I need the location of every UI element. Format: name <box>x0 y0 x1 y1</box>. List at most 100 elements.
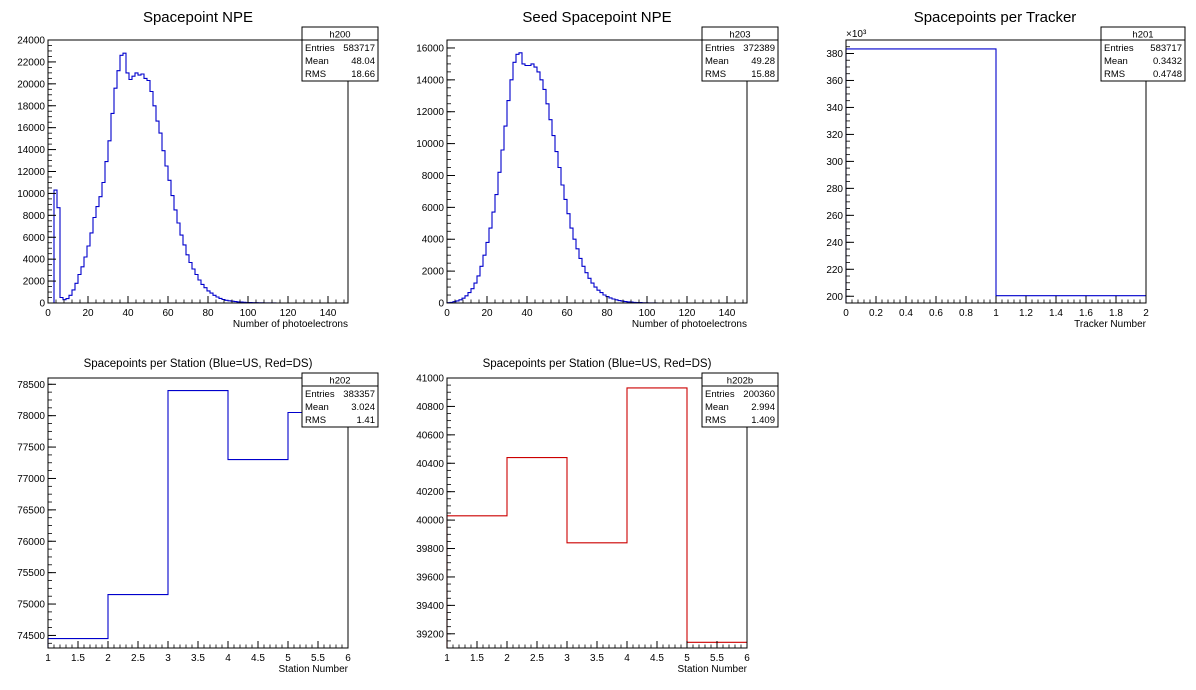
y-tick-label: 75500 <box>17 568 45 579</box>
stats-mean-value: 0.3432 <box>1153 56 1182 67</box>
x-tick-label: 0 <box>843 308 849 319</box>
histogram-line-h201 <box>845 48 1146 303</box>
stats-box: h201 Entries 583717 Mean 0.3432 RMS 0.4748 <box>1100 26 1186 82</box>
y-tick-label: 8000 <box>422 171 445 182</box>
y-tick-label: 0 <box>438 299 444 310</box>
y-axis: 200 220 240 260 280 300 320 340 360 380 <box>826 39 854 304</box>
y-tick-label: 40600 <box>416 430 444 441</box>
y-tick-label: 40400 <box>416 459 444 470</box>
x-tick-label: 4.5 <box>650 653 664 664</box>
y-axis: 0 2000 4000 6000 8000 10000 12000 14000 16000 180… <box>17 36 56 310</box>
x-tick-label: 5 <box>285 653 291 664</box>
y-tick-label: 24000 <box>17 36 45 47</box>
stats-entries-value: 372389 <box>743 43 775 54</box>
y-tick-label: 360 <box>826 76 843 87</box>
y-exponent-label: ×10³ <box>846 29 867 40</box>
x-tick-label: 5 <box>684 653 690 664</box>
y-tick-label: 320 <box>826 130 843 141</box>
y-tick-label: 76500 <box>17 505 45 516</box>
x-tick-label: 140 <box>320 308 337 319</box>
y-tick-label: 77000 <box>17 474 45 485</box>
stats-box-frame <box>1100 26 1186 82</box>
y-axis: 74500 75000 75500 76000 76500 77000 77500 78000… <box>17 380 56 644</box>
y-tick-label: 75000 <box>17 600 45 611</box>
histogram-line-h202b <box>446 387 747 648</box>
stats-box-frame <box>301 372 379 428</box>
x-axis: 0 20 40 60 80 100 120 140 <box>45 296 345 319</box>
stats-mean-label: Mean <box>705 56 729 67</box>
histogram-line-h203 <box>446 52 663 304</box>
stats-rms-label: RMS <box>1104 69 1125 80</box>
stats-mean-label: Mean <box>1104 56 1128 67</box>
y-tick-label: 2000 <box>422 267 445 278</box>
x-tick-label: 2 <box>1143 308 1149 319</box>
x-tick-label: 4 <box>225 653 231 664</box>
stats-entries-label: Entries <box>1104 43 1134 54</box>
y-tick-label: 18000 <box>17 101 45 112</box>
stats-rms-label: RMS <box>705 415 726 426</box>
x-tick-label: 0.6 <box>929 308 943 319</box>
x-tick-label: 2.5 <box>530 653 544 664</box>
x-tick-label: 60 <box>561 308 573 319</box>
stats-box-frame <box>701 372 779 428</box>
x-axis-label: Station Number <box>279 664 349 675</box>
x-axis: 1 1.5 2 2.5 3 3.5 4 4.5 5 5.5 6 <box>45 641 351 664</box>
y-tick-label: 39600 <box>416 572 444 583</box>
chart-title: Spacepoints per Station (Blue=US, Red=DS… <box>84 358 313 370</box>
x-axis-label: Tracker Number <box>1074 319 1147 330</box>
stats-rms-value: 18.66 <box>351 69 375 80</box>
x-tick-label: 140 <box>719 308 736 319</box>
x-tick-label: 1.4 <box>1049 308 1063 319</box>
x-axis: 1 1.5 2 2.5 3 3.5 4 4.5 5 5.5 6 <box>444 641 750 664</box>
stats-box-frame <box>701 26 779 82</box>
stats-mean-label: Mean <box>305 402 329 413</box>
stats-entries-value: 383357 <box>343 389 375 400</box>
stats-name: h200 <box>329 30 350 41</box>
y-tick-label: 340 <box>826 103 843 114</box>
histogram-line-h200 <box>53 52 277 304</box>
stats-mean-value: 2.994 <box>751 402 775 413</box>
chart-title: Spacepoints per Tracker <box>914 9 1077 26</box>
y-tick-label: 14000 <box>416 75 444 86</box>
y-tick-label: 240 <box>826 238 843 249</box>
stats-box: h202 Entries 383357 Mean 3.024 RMS 1.41 <box>301 372 379 428</box>
x-axis: 0 0.2 0.4 0.6 0.8 1 1.2 1.4 1.6 1.8 2 <box>843 296 1149 319</box>
chart-panel-h202b: Spacepoints per Station (Blue=US, Red=DS… <box>416 358 779 675</box>
y-axis: 39200 39400 39600 39800 40000 40200 40400 40600… <box>416 374 455 649</box>
stats-rms-label: RMS <box>305 415 326 426</box>
y-tick-label: 200 <box>826 292 843 303</box>
stats-mean-label: Mean <box>705 402 729 413</box>
x-tick-label: 4 <box>624 653 630 664</box>
x-tick-label: 20 <box>481 308 493 319</box>
stats-rms-value: 1.409 <box>751 415 775 426</box>
y-tick-label: 12000 <box>416 107 444 118</box>
x-tick-label: 1.5 <box>71 653 85 664</box>
y-axis: 0 2000 4000 6000 8000 10000 12000 14000 16000 <box>416 39 455 310</box>
stats-box: h200 Entries 583717 Mean 48.04 RMS 18.66 <box>301 26 379 82</box>
x-tick-label: 80 <box>601 308 613 319</box>
chart-panel-h202: Spacepoints per Station (Blue=US, Red=DS… <box>17 358 379 675</box>
stats-entries-value: 583717 <box>343 43 375 54</box>
stats-rms-value: 0.4748 <box>1153 69 1182 80</box>
x-tick-label: 40 <box>521 308 533 319</box>
x-tick-label: 60 <box>162 308 174 319</box>
plot-frame <box>446 39 748 304</box>
x-tick-label: 100 <box>639 308 656 319</box>
x-tick-label: 0.4 <box>899 308 913 319</box>
x-tick-label: 5.5 <box>311 653 325 664</box>
x-axis-label: Number of photoelectrons <box>632 319 747 330</box>
x-tick-label: 1 <box>444 653 450 664</box>
stats-name: h203 <box>729 30 750 41</box>
stats-mean-value: 48.04 <box>351 56 375 67</box>
chart-panel-h203: Seed Spacepoint NPE 0 20 40 60 80 100 120 140 0 20… <box>416 9 779 330</box>
x-tick-label: 3.5 <box>191 653 205 664</box>
y-tick-label: 0 <box>39 299 45 310</box>
x-axis: 0 20 40 60 80 100 120 140 <box>444 296 744 319</box>
y-tick-label: 280 <box>826 184 843 195</box>
y-tick-label: 14000 <box>17 145 45 156</box>
x-tick-label: 2 <box>105 653 111 664</box>
stats-rms-label: RMS <box>705 69 726 80</box>
chart-panel-h201: Spacepoints per Tracker 0 0.2 0.4 0.6 0.8 1 1.2… <box>826 9 1186 330</box>
x-tick-label: 100 <box>240 308 257 319</box>
y-tick-label: 380 <box>826 49 843 60</box>
